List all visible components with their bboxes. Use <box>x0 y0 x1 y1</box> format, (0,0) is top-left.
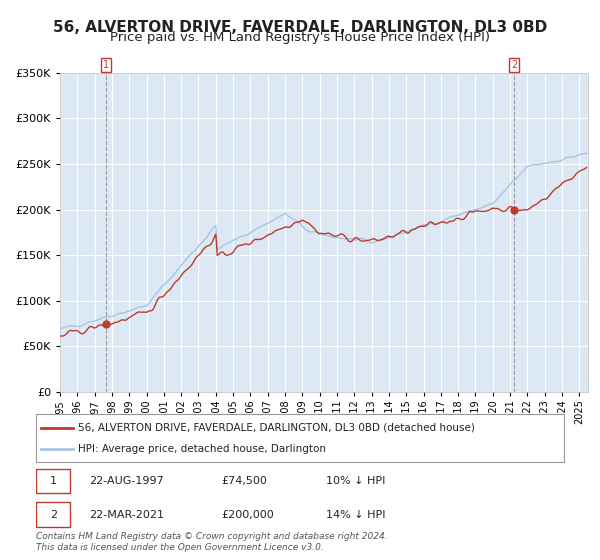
Text: Price paid vs. HM Land Registry's House Price Index (HPI): Price paid vs. HM Land Registry's House … <box>110 31 490 44</box>
Text: 10% ↓ HPI: 10% ↓ HPI <box>326 476 386 486</box>
Text: 2: 2 <box>511 60 517 70</box>
Text: 56, ALVERTON DRIVE, FAVERDALE, DARLINGTON, DL3 0BD: 56, ALVERTON DRIVE, FAVERDALE, DARLINGTO… <box>53 20 547 35</box>
FancyBboxPatch shape <box>36 502 70 526</box>
Text: HPI: Average price, detached house, Darlington: HPI: Average price, detached house, Darl… <box>78 444 326 454</box>
Text: 22-MAR-2021: 22-MAR-2021 <box>89 510 164 520</box>
Text: 1: 1 <box>50 476 57 486</box>
Text: £74,500: £74,500 <box>221 476 266 486</box>
Text: 1: 1 <box>103 60 109 70</box>
Text: Contains HM Land Registry data © Crown copyright and database right 2024.
This d: Contains HM Land Registry data © Crown c… <box>36 532 388 552</box>
Text: £200,000: £200,000 <box>221 510 274 520</box>
FancyBboxPatch shape <box>36 414 564 462</box>
Text: 14% ↓ HPI: 14% ↓ HPI <box>326 510 386 520</box>
Text: 2: 2 <box>50 510 57 520</box>
Text: 56, ALVERTON DRIVE, FAVERDALE, DARLINGTON, DL3 0BD (detached house): 56, ALVERTON DRIVE, FAVERDALE, DARLINGTO… <box>78 423 475 433</box>
Text: 22-AUG-1997: 22-AUG-1997 <box>89 476 164 486</box>
FancyBboxPatch shape <box>36 469 70 493</box>
